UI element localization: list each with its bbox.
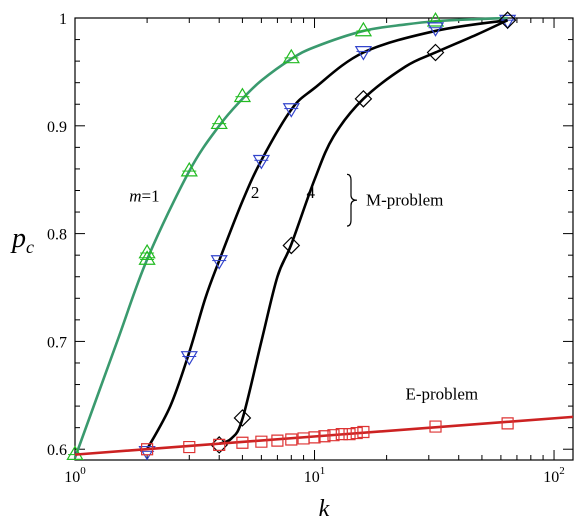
x-tick-label: 100 xyxy=(64,465,86,486)
data-point xyxy=(233,87,252,103)
data-point xyxy=(282,48,300,64)
y-tick-label: 0.8 xyxy=(47,227,67,244)
data-point xyxy=(252,154,271,170)
data-point xyxy=(183,440,196,454)
data-point xyxy=(426,43,445,62)
y-tick-label: 0.6 xyxy=(47,442,67,459)
data-point xyxy=(318,430,331,443)
data-point xyxy=(271,434,284,447)
data-point xyxy=(236,436,249,449)
data-point xyxy=(138,243,156,259)
data-point xyxy=(180,161,198,177)
y-tick-label: 1 xyxy=(59,11,67,28)
series-group xyxy=(66,11,574,461)
y-axis-title: pc xyxy=(10,223,34,257)
annotations: m=1 2 4 M-problem E-problem xyxy=(129,173,478,404)
data-point xyxy=(233,409,252,427)
data-point xyxy=(285,433,298,446)
series-m1 xyxy=(66,12,508,461)
axes: 100 101 102 0.6 0.7 0.8 0.9 1 xyxy=(47,11,574,486)
series-line xyxy=(74,415,574,456)
data-point xyxy=(354,90,373,108)
data-point xyxy=(297,432,310,445)
data-point xyxy=(282,103,300,118)
data-point xyxy=(210,255,228,270)
data-point xyxy=(141,443,154,456)
series-m2 xyxy=(138,14,517,461)
data-point xyxy=(210,114,228,130)
m2-label: 2 xyxy=(251,183,260,202)
x-tick-label: 102 xyxy=(543,465,565,486)
data-point xyxy=(498,11,517,30)
plot-frame xyxy=(74,17,574,461)
data-point xyxy=(429,420,442,433)
series-e xyxy=(74,415,574,456)
y-tick-label: 0.7 xyxy=(47,334,67,351)
series-line xyxy=(145,18,508,450)
y-tick-label: 0.9 xyxy=(47,119,67,136)
data-point xyxy=(138,445,156,461)
data-point xyxy=(426,12,445,27)
data-point xyxy=(255,435,268,448)
m1-label: m=1 xyxy=(129,186,159,205)
y-axis-label: pc xyxy=(10,223,34,257)
x-axis-label: k xyxy=(319,496,330,522)
data-point xyxy=(66,445,84,461)
data-point xyxy=(180,351,198,366)
data-point xyxy=(501,417,514,430)
x-tick-label: 101 xyxy=(304,465,326,486)
series-line xyxy=(73,16,508,459)
data-point xyxy=(308,431,321,444)
data-point xyxy=(354,46,373,61)
m-problem-label: M-problem xyxy=(366,191,443,210)
series-line xyxy=(218,18,509,446)
data-point xyxy=(426,22,445,37)
data-point xyxy=(213,438,226,452)
data-point xyxy=(354,21,373,37)
data-point xyxy=(350,426,363,440)
data-point xyxy=(327,429,340,442)
m-problem-brace xyxy=(346,173,358,227)
e-problem-label: E-problem xyxy=(405,385,478,404)
data-point xyxy=(282,236,301,255)
m4-label: 4 xyxy=(307,183,316,202)
data-point xyxy=(357,425,370,439)
